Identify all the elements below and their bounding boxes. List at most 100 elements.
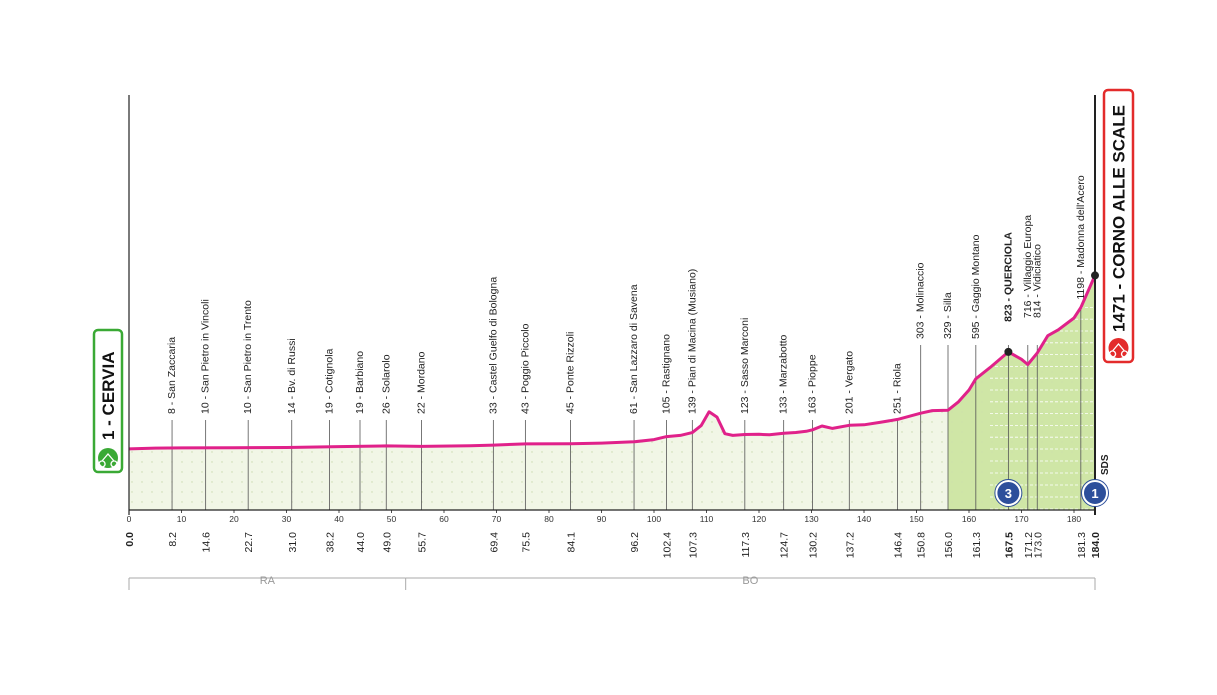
profile-fill-texture [129,275,1095,510]
place-label: 19 - Cotignola [324,348,336,414]
place-label: 22 - Mordano [415,351,427,414]
km-tick-label: 180 [1067,514,1081,524]
place-km-label: 167.5 [1003,532,1015,558]
place-km-label: 55.7 [416,532,428,553]
place-label: 33 - Castel Guelfo di Bologna [487,277,499,414]
place-km-label: 150.8 [916,532,928,558]
km-tick-label: 100 [647,514,661,524]
altitude-tick-label: 700 [1094,364,1106,371]
place-label: 8 - San Zaccaria [166,337,178,414]
start-badge [92,328,124,474]
place-km-label: 75.5 [520,532,532,553]
km-tick-label: 160 [962,514,976,524]
bicycle-icon [1108,343,1129,358]
altitude-tick-label: 200 [1094,423,1106,430]
place-km-label: 84.1 [566,532,578,553]
km-tick-label: 90 [597,514,607,524]
place-label: 1198 - Madonna dell'Acero [1075,175,1087,300]
start-label: 1 - CERVIA [99,352,118,441]
place-km-label: 49.0 [381,532,393,553]
km-tick-label: 40 [334,514,344,524]
place-km-label: 124.7 [779,532,791,558]
km-tick-label: 30 [282,514,292,524]
km-tick-label: 50 [387,514,397,524]
altitude-tick-label: 500 [1094,388,1106,395]
km-tick-label: 20 [229,514,239,524]
place-km-label: 137.2 [844,532,856,558]
place-km-label: 156.0 [943,532,955,558]
place-km-label: 0.0 [124,532,136,547]
place-label: 45 - Ponte Rizzoli [565,332,577,414]
climb-fill-texture [948,275,1095,510]
gpm-badge-icon [1082,480,1108,506]
place-km-label: 173.0 [1032,532,1044,558]
altitude-tick-label: 300 [1094,412,1106,419]
km-tick-label: 170 [1014,514,1028,524]
place-km-label: 38.2 [325,532,337,553]
place-label: 14 - Bv. di Russi [286,338,298,414]
altitude-tick-label: 800 [1094,353,1106,360]
km-tick-label: 0 [127,514,132,524]
place-km-label: 117.3 [740,532,752,558]
km-tick-label: 80 [544,514,554,524]
region-label: BO [742,575,758,587]
km-tick-label: 140 [857,514,871,524]
finish-bike-icon [1108,338,1129,358]
altitude-tick-label: 600 [1094,376,1106,383]
place-label: 303 - Molinaccio [915,262,927,339]
place-label: 716 - Villaggio Europa [1022,215,1034,318]
place-label: 201 - Vergato [843,351,855,414]
km-axis: 0 10 20 30 40 50 60 70 80 90 100 110 120 130 140 150 160… [124,95,1102,558]
place-label: 123 - Sasso Marconi [739,318,751,414]
gpm-category-label: 1 [1091,486,1098,501]
sds-marker: SDS [1100,454,1111,475]
region-label: RA [260,575,276,587]
place-km-label: 69.4 [488,532,500,553]
regions-bar: RA BO [128,575,1096,590]
gpm-category-label: 3 [1005,486,1012,501]
km-tick-label: 110 [700,514,714,524]
km-tick-label: 150 [909,514,923,524]
place-markers: 8 - San Zaccaria 10 - San Pietro in Vinco… [166,175,1096,510]
place-label: 163 - Pioppe [807,354,819,414]
place-label: 329 - Silla [942,292,954,339]
place-km-label: 146.4 [893,532,905,558]
place-label: 595 - Gaggio Montano [970,234,982,339]
place-km-label: 171.2 [1023,532,1035,558]
km-tick-label: 120 [752,514,766,524]
place-km-label: 31.0 [287,532,299,553]
place-km-label: 107.3 [687,532,699,558]
gpm-badge-icon [995,480,1022,506]
place-km-label: 181.3 [1076,532,1088,558]
altitude-tick-label: 1100 [1094,317,1109,324]
place-km-label: 102.4 [662,532,674,558]
finish-label: 1471 - CORNO ALLE SCALE [1110,105,1129,332]
place-km-label: 8.2 [167,532,179,547]
altitude-tick-label: 400 [1094,400,1106,407]
gpm-badge-ring [994,479,1023,507]
altitude-tick-label: 900 [1094,341,1106,348]
km-tick-label: 60 [439,514,449,524]
altitude-tick-label: 100 [1094,435,1106,442]
gpm-badge-ring [1081,479,1109,507]
km-tick-label: 70 [492,514,502,524]
elevation-line [128,274,1097,451]
place-label: 251 - Riola [892,363,904,414]
km-tick-label: 10 [177,514,187,524]
place-label: 10 - San Pietro in Vincoli [200,299,212,414]
place-km-label: 44.0 [355,532,367,553]
place-km-label: 130.2 [808,532,820,558]
km-tick-label: 130 [804,514,818,524]
place-km-label: 184.0 [1090,532,1102,558]
place-label: 61 - San Lazzaro di Savena [628,284,640,414]
start-bike-icon [98,448,118,468]
profile-line [128,271,1099,451]
place-label: 823 - QUERCIOLA [1002,232,1014,322]
place-label: 19 - Barbiano [354,351,366,414]
altitude-tick-label: 1200 [1094,305,1110,312]
place-km-label: 161.3 [971,532,983,558]
place-label: 139 - Pian di Macina (Musiano) [686,269,698,414]
profile-area [129,275,1095,510]
place-label: 133 - Marzabotto [778,334,790,414]
badges: 1 - CERVIA 1471 - CORNO ALLE SCALE SDS 3 1 [92,88,1135,507]
